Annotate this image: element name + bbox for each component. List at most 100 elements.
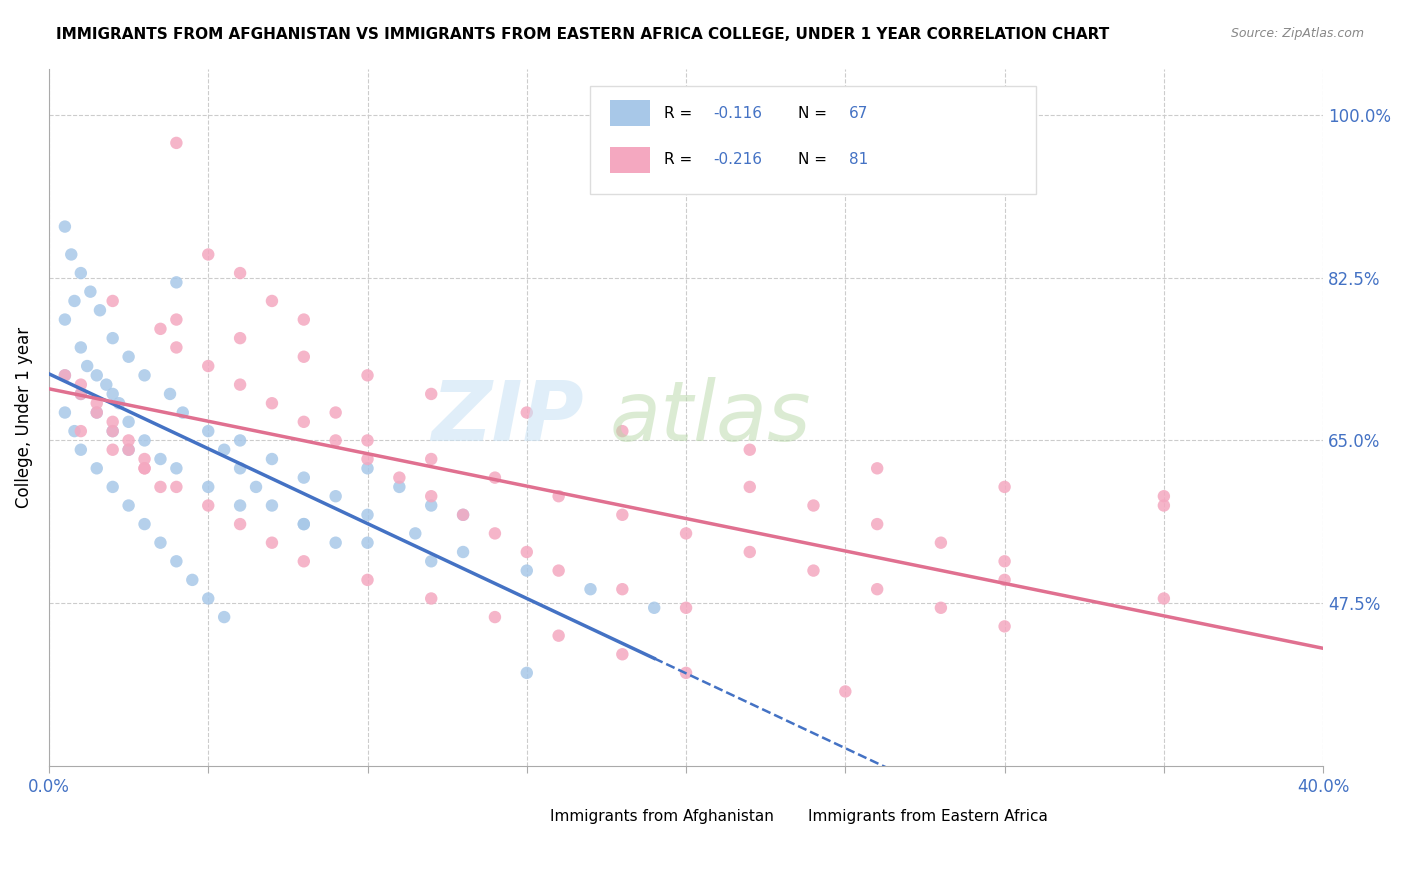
Text: R =: R = (665, 153, 697, 168)
Point (165, 136, 187, 150)
Point (388, 470, 411, 484)
Y-axis label: College, Under 1 year: College, Under 1 year (15, 326, 32, 508)
Point (117, 434, 139, 448)
Point (292, 350, 315, 364)
Point (172, 405, 194, 419)
Point (117, 415, 139, 429)
Point (63, 424, 86, 438)
Text: Immigrants from Afghanistan: Immigrants from Afghanistan (550, 809, 773, 824)
Point (117, 442, 139, 457)
Point (101, 480, 124, 494)
Point (325, 535, 347, 549)
Point (994, 554, 1017, 568)
Point (420, 489, 443, 503)
Text: 67: 67 (849, 105, 869, 120)
Point (325, 489, 347, 503)
Point (803, 499, 825, 513)
Point (356, 573, 378, 587)
Point (675, 526, 697, 541)
Point (229, 434, 252, 448)
Point (484, 526, 506, 541)
Point (197, 591, 219, 606)
Point (325, 434, 347, 448)
Point (547, 629, 569, 643)
Point (994, 573, 1017, 587)
Point (212, 442, 235, 457)
Point (1153, 591, 1175, 606)
Point (53, 219, 76, 234)
Point (197, 424, 219, 438)
Point (420, 591, 443, 606)
Point (612, 508, 634, 522)
Point (53, 368, 76, 383)
Point (101, 293, 124, 308)
Point (292, 517, 315, 532)
Point (197, 499, 219, 513)
Point (738, 442, 761, 457)
Point (86, 405, 108, 419)
Point (89, 303, 111, 318)
Point (165, 341, 187, 355)
Point (803, 564, 825, 578)
Point (292, 517, 315, 532)
Text: -0.216: -0.216 (713, 153, 762, 168)
Point (834, 684, 856, 698)
Point (260, 452, 283, 467)
Point (63, 293, 86, 308)
Point (229, 517, 252, 532)
Point (117, 442, 139, 457)
Point (516, 545, 538, 559)
Point (325, 405, 347, 419)
Point (197, 247, 219, 261)
Text: IMMIGRANTS FROM AFGHANISTAN VS IMMIGRANTS FROM EASTERN AFRICA COLLEGE, UNDER 1 Y: IMMIGRANTS FROM AFGHANISTAN VS IMMIGRANT… (56, 27, 1109, 42)
Point (117, 499, 139, 513)
Point (260, 293, 283, 308)
Point (134, 517, 156, 532)
Point (516, 405, 538, 419)
Point (643, 600, 665, 615)
Point (165, 554, 187, 568)
Point (451, 508, 474, 522)
Point (229, 266, 252, 280)
Point (356, 368, 378, 383)
Point (53, 312, 76, 326)
Point (86, 461, 108, 475)
Point (675, 600, 697, 615)
Point (292, 554, 315, 568)
Text: 81: 81 (849, 153, 869, 168)
Point (149, 535, 172, 549)
Point (738, 480, 761, 494)
Point (675, 665, 697, 680)
Point (994, 480, 1017, 494)
Point (866, 517, 889, 532)
Bar (761, 805, 799, 829)
Point (356, 535, 378, 549)
Point (1153, 499, 1175, 513)
Point (134, 434, 156, 448)
Point (101, 387, 124, 401)
Point (229, 461, 252, 475)
Point (69, 442, 91, 457)
Point (292, 470, 315, 484)
Point (69, 266, 91, 280)
Point (165, 276, 187, 290)
Point (101, 331, 124, 345)
Point (516, 564, 538, 578)
Point (292, 415, 315, 429)
Point (516, 665, 538, 680)
Point (197, 359, 219, 373)
Bar (610, 146, 651, 173)
Point (79, 285, 101, 299)
Point (134, 368, 156, 383)
Point (101, 415, 124, 429)
Point (260, 499, 283, 513)
Point (484, 610, 506, 624)
Point (929, 600, 952, 615)
Point (356, 508, 378, 522)
Point (356, 452, 378, 467)
Point (451, 508, 474, 522)
Point (165, 480, 187, 494)
Point (451, 545, 474, 559)
Point (86, 396, 108, 410)
Point (866, 461, 889, 475)
